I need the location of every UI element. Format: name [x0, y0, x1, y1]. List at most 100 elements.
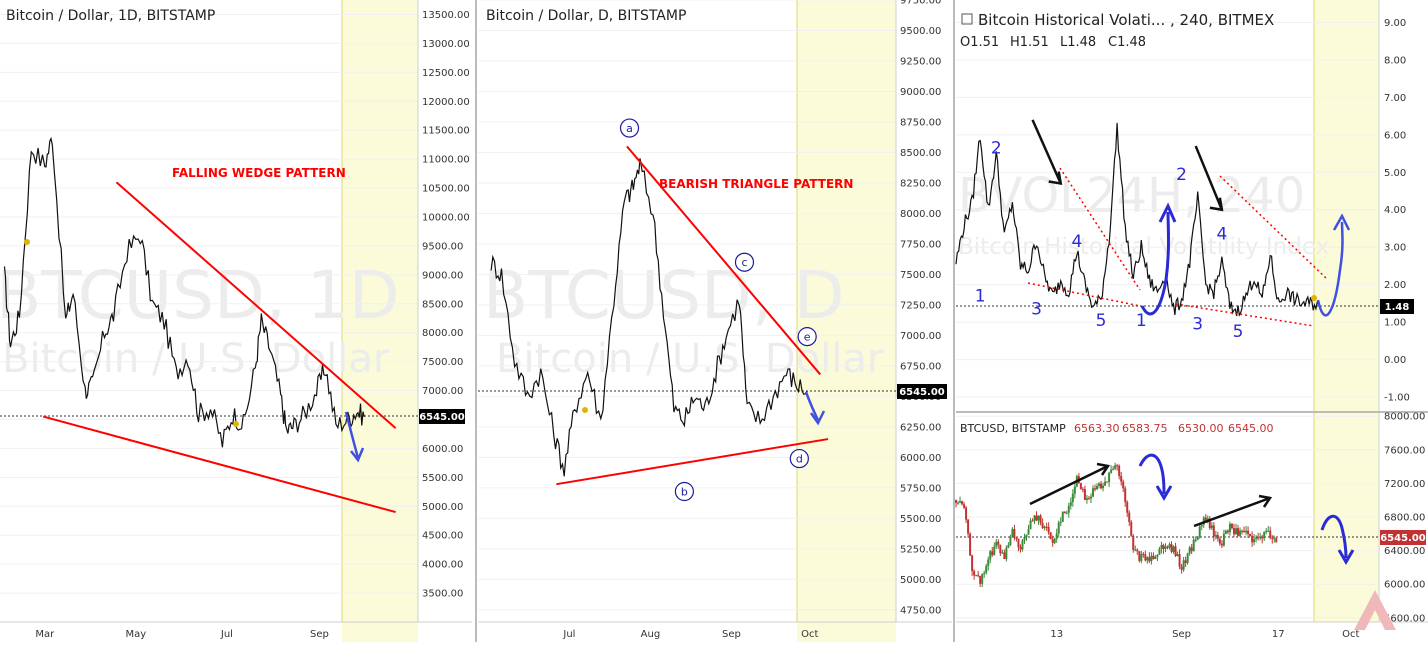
y-tick-label: 6000.00 [422, 444, 463, 455]
candle-body [981, 573, 984, 584]
x-tick-label: 17 [1272, 629, 1285, 640]
wave-curve-1 [1140, 211, 1170, 316]
y-axis-grid-2 [478, 0, 896, 611]
candle-body [1081, 489, 1084, 491]
candle-body [1243, 530, 1246, 533]
y-tick-label: 2.00 [1384, 280, 1406, 291]
candle-body [1120, 475, 1123, 482]
candle-body [1089, 496, 1092, 499]
y-tick-label: 8250.00 [900, 178, 941, 189]
arrow-down-1 [1031, 119, 1062, 185]
candle-body [965, 507, 968, 520]
candle-body [1009, 536, 1012, 546]
candle-body [1164, 546, 1167, 549]
projection-arrow-1 [344, 411, 360, 459]
y-tick-label: 9500.00 [900, 26, 941, 37]
x-tick-label: May [126, 629, 147, 640]
candle-body [1005, 547, 1008, 560]
candle-body [1162, 544, 1165, 549]
y-tick-label: 7.00 [1384, 93, 1406, 104]
future-zone-3 [1314, 0, 1379, 622]
candle-body [1069, 502, 1072, 506]
candle-body [957, 502, 960, 504]
y-tick-label: 6750.00 [900, 361, 941, 372]
wedge-upper [115, 181, 397, 429]
candle-body [1142, 553, 1145, 555]
wedge-trendlines [43, 181, 397, 514]
candle-body [1130, 522, 1133, 536]
x-tick-label: Sep [722, 629, 741, 640]
candle-body [1255, 537, 1258, 539]
ohlc-open-3: O1.51 [960, 35, 999, 50]
candle-body [1273, 538, 1276, 540]
candle-body [1152, 555, 1155, 560]
candle-body [975, 575, 978, 577]
y-tick-label: 5600.00 [1384, 613, 1425, 624]
x-tick-label: Jul [562, 629, 575, 640]
y-tick-label: -1.00 [1384, 393, 1410, 404]
y-tick-label: 6000.00 [1384, 580, 1425, 591]
candle-body [1112, 468, 1115, 470]
candle-body [1093, 488, 1096, 490]
ohlc-close-3: C1.48 [1108, 35, 1146, 50]
candle-body [1039, 515, 1042, 524]
volatility-series [955, 122, 1320, 317]
wave-label-3: 3 [1192, 315, 1203, 335]
candle-body [1021, 540, 1024, 550]
y-tick-label: 12500.00 [422, 68, 470, 79]
y-tick-label: 7250.00 [900, 300, 941, 311]
y-tick-label: 6800.00 [1384, 513, 1425, 524]
candle-body [1265, 530, 1268, 532]
candle-body [987, 559, 990, 566]
y-tick-labels-2: 9750.00 9500.00 9250.00 9000.00 8750.00 8500.… [900, 0, 941, 616]
candle-body [983, 572, 986, 574]
trend-arrows-3 [1031, 119, 1224, 212]
y-tick-label: 6250.00 [900, 422, 941, 433]
y-tick-label: 11000.00 [422, 155, 470, 166]
y-tick-label: 9.00 [1384, 18, 1406, 29]
y-tick-label: 9000.00 [422, 270, 463, 281]
price-tag-2 [897, 384, 947, 399]
arrow-up-2-head [1258, 494, 1273, 508]
ohlc-high-3: H1.51 [1010, 35, 1049, 50]
candle-body [1192, 539, 1195, 551]
candle-body [1206, 518, 1209, 521]
candle-body [1180, 566, 1183, 570]
candle-body [1170, 544, 1173, 552]
candle-body [1198, 526, 1201, 537]
chart-title-4: BTCUSD, BITSTAMP [960, 422, 1066, 435]
y-tick-label: 3500.00 [422, 589, 463, 600]
y-tick-label: 5750.00 [900, 483, 941, 494]
candle-body [1015, 537, 1018, 539]
candle-body [1271, 537, 1274, 539]
candle-body [1275, 538, 1278, 543]
y-tick-label: 7750.00 [900, 239, 941, 250]
pattern-label-2: BEARISH TRIANGLE PATTERN [659, 177, 853, 191]
y-tick-label: 8500.00 [900, 148, 941, 159]
candle-body [1234, 528, 1237, 535]
projection-arrowhead-1 [350, 447, 365, 463]
y-tick-label: 7500.00 [900, 270, 941, 281]
candle-body [1055, 533, 1058, 539]
value-tag-3 [1380, 299, 1414, 314]
wave-label-d: d [796, 453, 803, 466]
triangle-wave-labels: a b c d e [619, 118, 817, 502]
panel-volatility: BVOL24H, 240 Bitcoin Historical Volatili… [955, 0, 1414, 622]
candle-body [1106, 481, 1109, 483]
candle-body [1146, 557, 1149, 561]
candle-body [1144, 554, 1147, 561]
y-tick-label: 12000.00 [422, 97, 470, 108]
y-tick-label: 7500.00 [422, 357, 463, 368]
watermark-main-3: BVOL24H, 240 [958, 168, 1305, 224]
wave-marker-e [797, 327, 817, 347]
candle-body [1226, 530, 1229, 533]
y-tick-label: 10000.00 [422, 212, 470, 223]
candle-body [1053, 538, 1056, 543]
candle-body [1230, 523, 1233, 529]
indicator-checkbox[interactable] [961, 13, 973, 25]
candle-body [1220, 543, 1223, 546]
y-tick-label: 7000.00 [900, 331, 941, 342]
candle-body [1257, 537, 1260, 539]
y-tick-label: 9000.00 [900, 87, 941, 98]
projection-arrowhead-2 [809, 410, 826, 426]
